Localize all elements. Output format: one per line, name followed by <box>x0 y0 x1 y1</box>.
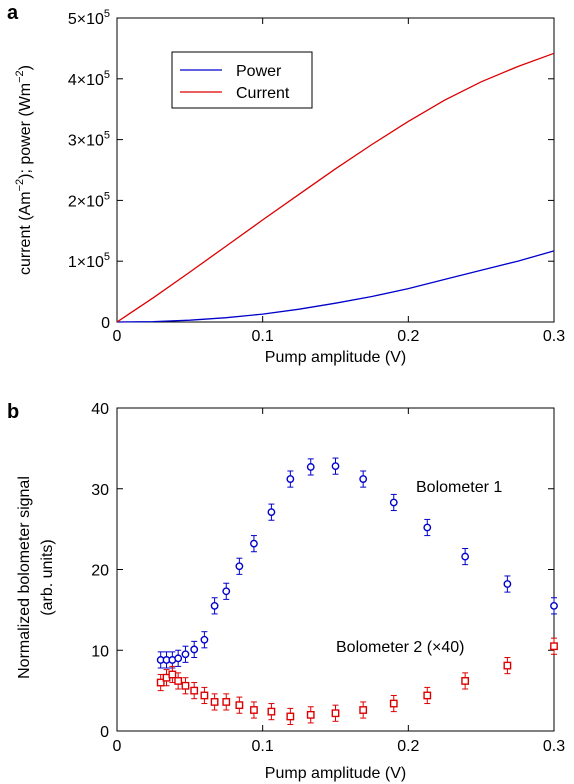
y-axis-label: current (Am−2); power (Wm−2) <box>14 65 34 275</box>
x-tick-label: 0.3 <box>543 328 565 345</box>
data-point <box>181 681 190 690</box>
data-point <box>306 710 315 719</box>
data-point <box>423 691 432 700</box>
data-point <box>550 642 558 651</box>
data-point <box>156 678 165 687</box>
x-tick-label: 0.3 <box>543 738 565 755</box>
data-point <box>267 508 276 517</box>
data-point <box>503 661 512 670</box>
data-point <box>550 601 558 610</box>
x-tick-label: 0.1 <box>252 738 274 755</box>
data-point <box>168 670 177 679</box>
data-point <box>503 580 512 588</box>
panel-label-a: a <box>7 2 19 24</box>
data-point <box>200 691 209 700</box>
y-tick-label: 20 <box>91 563 109 580</box>
data-point <box>461 552 470 561</box>
y-tick-label: 40 <box>91 401 109 418</box>
data-point <box>331 462 340 471</box>
y-axis-label: Normalized bolometer signal <box>16 476 33 679</box>
data-point <box>461 677 470 685</box>
data-point <box>267 707 276 716</box>
panel-a: 0 0.1 0.2 0.3 0 1×105 2×105 3×105 4×105 5×105 Powe… <box>7 2 565 366</box>
data-point <box>235 562 244 571</box>
legend-box <box>171 51 313 109</box>
x-tick-label: 0.1 <box>252 328 274 345</box>
y-tick-label: 2×105 <box>68 190 110 210</box>
series-line-power <box>116 250 555 323</box>
data-point <box>174 677 183 685</box>
series-bolometer-1 <box>156 457 558 669</box>
y-tick-label: 0 <box>101 315 110 332</box>
data-point <box>174 654 183 663</box>
data-point <box>250 706 258 714</box>
y-tick-label: 4×105 <box>68 69 110 89</box>
data-point <box>423 523 432 532</box>
data-point <box>389 699 398 708</box>
y-tick-label: 5×105 <box>68 8 110 28</box>
data-point <box>286 475 295 483</box>
data-point <box>359 706 368 714</box>
series-label-bolometer-1: Bolometer 1 <box>416 479 502 496</box>
x-axis-label: Pump amplitude (V) <box>265 765 406 782</box>
data-point <box>222 698 231 706</box>
data-point <box>210 601 219 610</box>
data-point <box>250 539 258 548</box>
plot-frame <box>116 17 555 323</box>
x-tick-label: 0 <box>113 328 122 345</box>
y-tick-label: 10 <box>91 643 109 660</box>
series-line-current <box>116 52 555 323</box>
legend-label: Power <box>236 63 282 80</box>
x-tick-label: 0 <box>113 738 122 755</box>
y-tick-label: 30 <box>91 482 109 499</box>
data-point <box>200 635 209 644</box>
data-point <box>181 650 190 659</box>
x-axis-label: Pump amplitude (V) <box>265 349 406 366</box>
y-tick-label: 0 <box>100 724 109 741</box>
x-tick-label: 0.2 <box>397 328 419 345</box>
series-label-bolometer-2: Bolometer 2 (×40) <box>336 639 465 656</box>
data-point <box>210 698 219 706</box>
data-point <box>389 498 398 507</box>
y-tick-label: 1×105 <box>68 251 110 271</box>
data-point <box>222 587 231 596</box>
series-bolometer-2 <box>156 637 558 726</box>
legend-label: Current <box>236 85 290 102</box>
panel-b: 0 0.1 0.2 0.3 0 10 20 30 40 Bolometer 1 Bolometer … <box>7 401 565 782</box>
x-tick-label: 0.2 <box>397 738 419 755</box>
data-point <box>190 645 199 654</box>
y-tick-label: 3×105 <box>68 130 110 150</box>
data-point <box>286 712 295 721</box>
data-point <box>331 709 340 718</box>
data-point <box>306 463 315 471</box>
data-point <box>359 475 368 483</box>
data-point <box>190 686 199 695</box>
panel-label-b: b <box>7 401 19 423</box>
y-axis-label-units: (arb. units) <box>39 539 56 615</box>
data-point <box>235 701 244 710</box>
